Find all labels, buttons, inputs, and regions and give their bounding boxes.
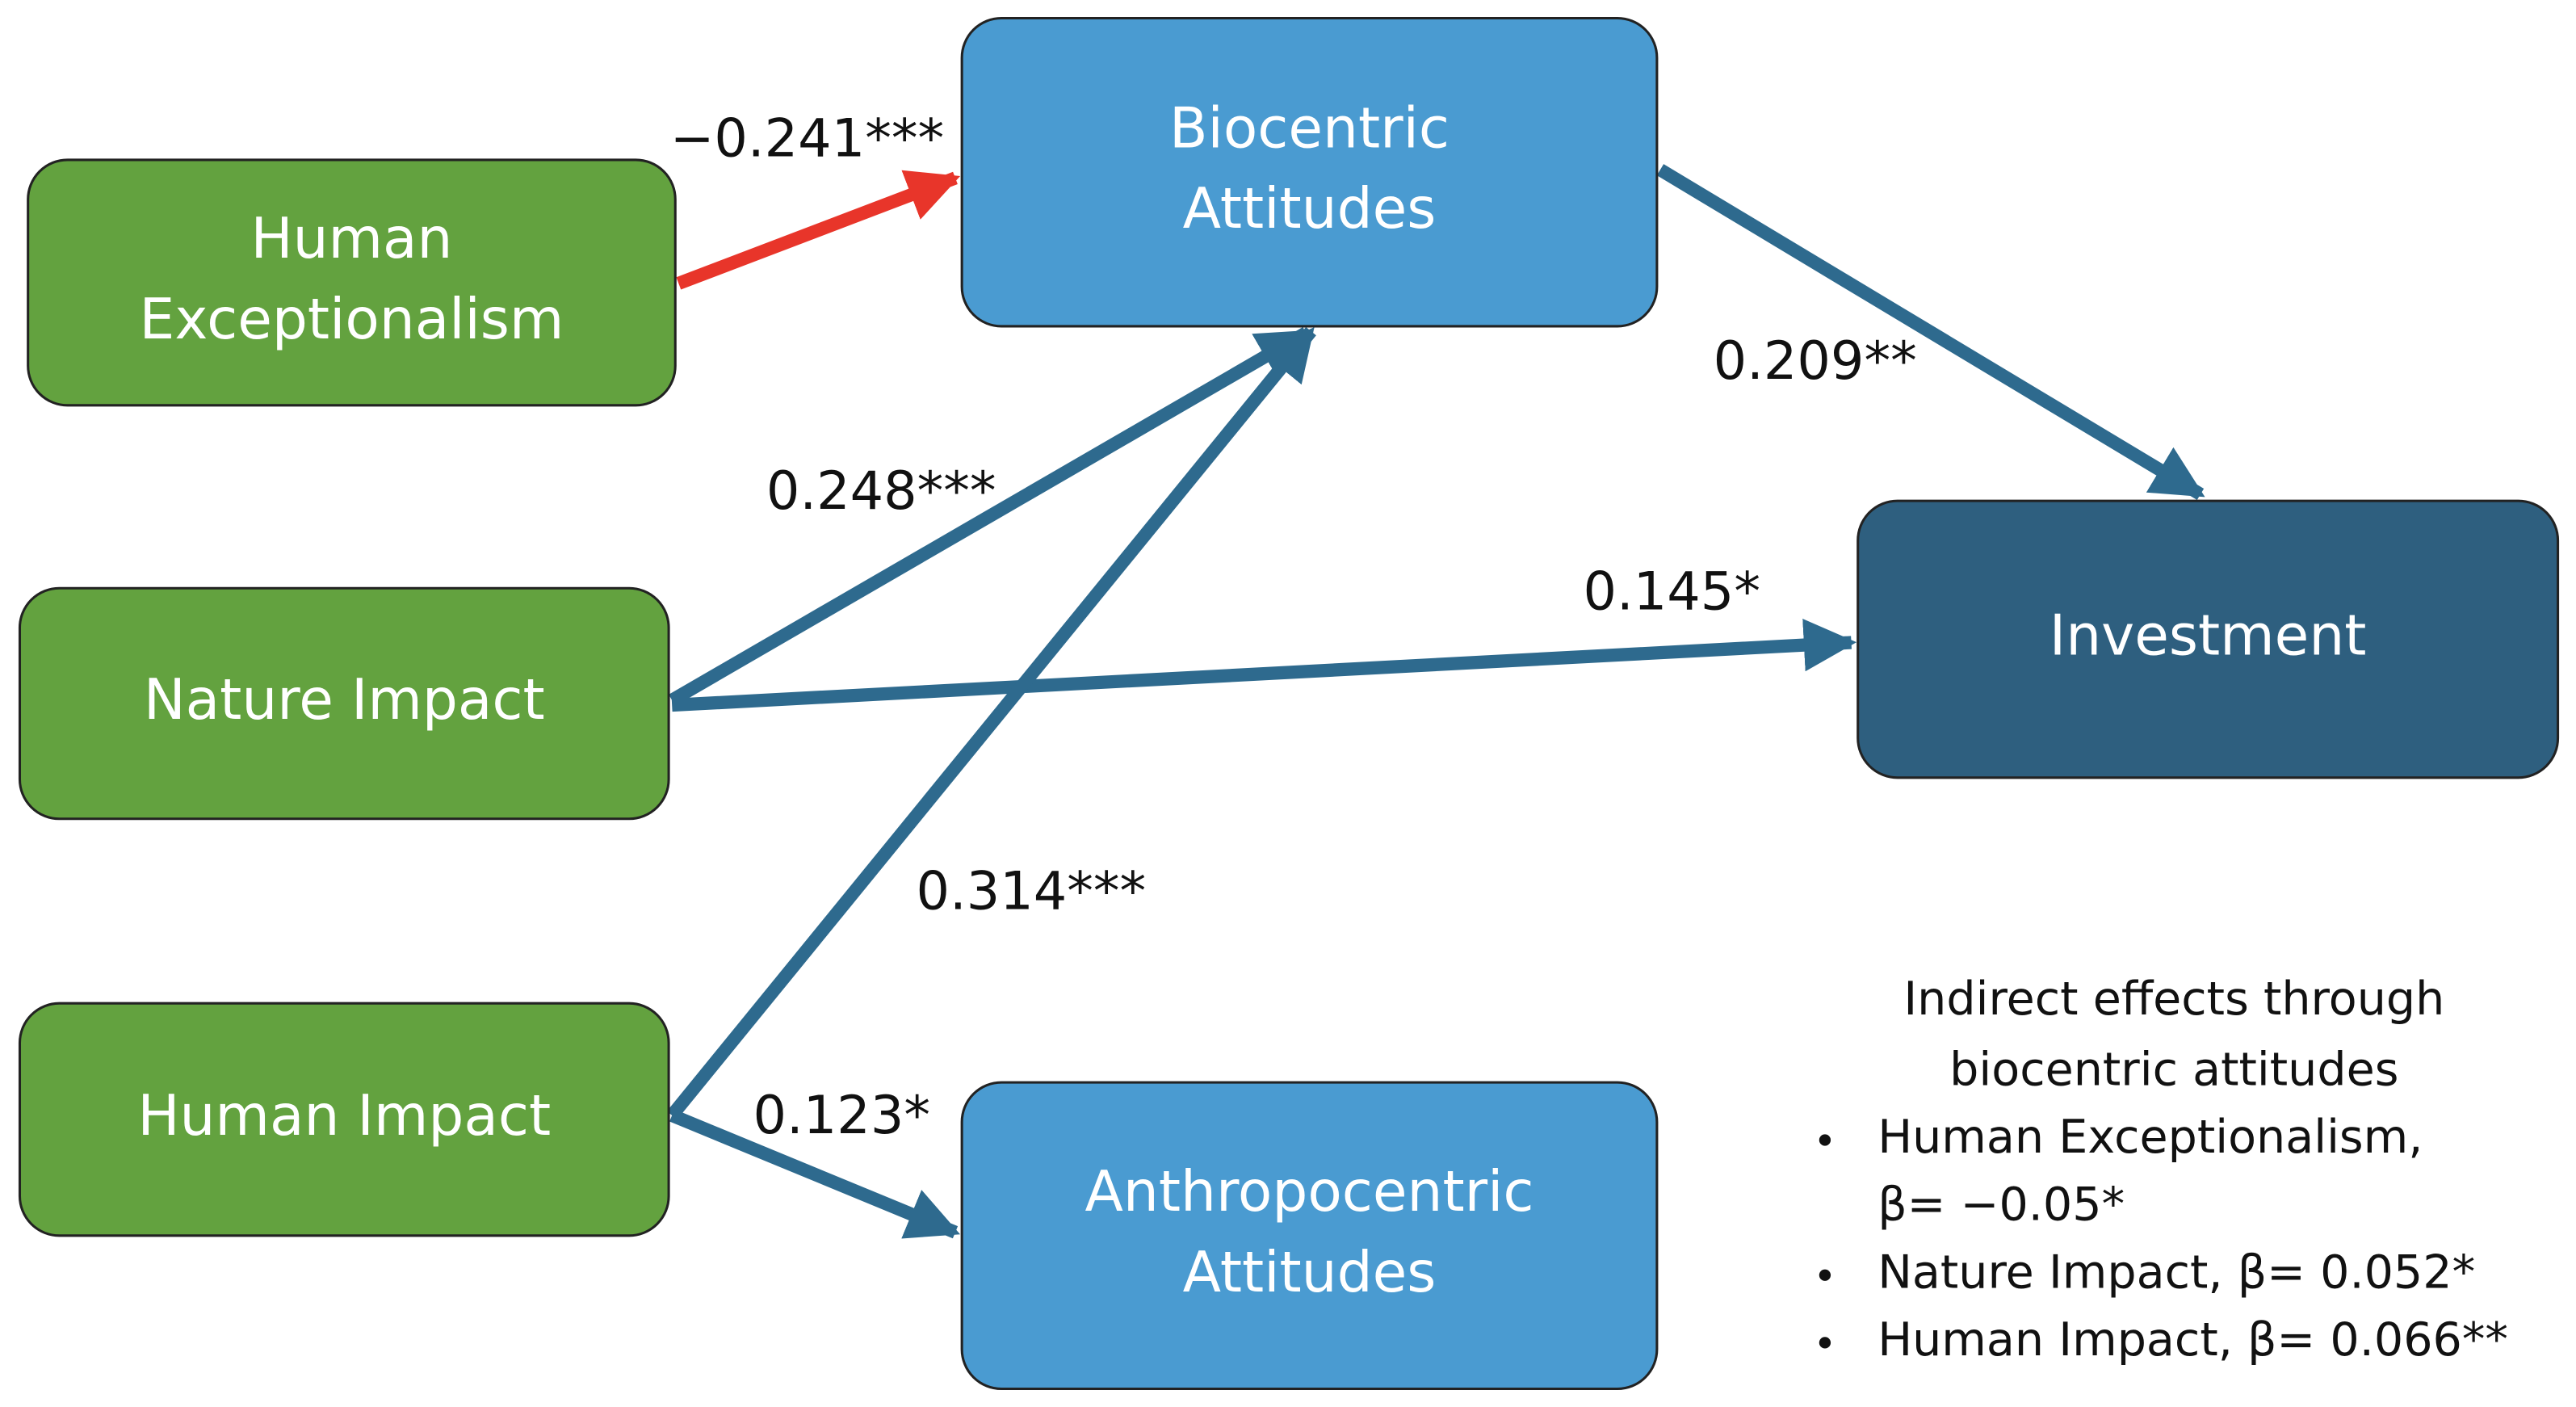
- edge-label: 0.248***: [766, 460, 996, 522]
- node-box: [960, 16, 1659, 328]
- bullet: [1819, 1134, 1831, 1146]
- note-item: Nature Impact, β= 0.052*: [1877, 1245, 2475, 1299]
- node-label: Exceptionalism: [140, 288, 564, 352]
- edge-label: 0.145*: [1584, 561, 1760, 622]
- node-label: Attitudes: [1183, 1241, 1437, 1305]
- edge-arrow: [1656, 164, 2205, 500]
- bullet: [1819, 1337, 1831, 1349]
- node-box: [960, 1081, 1659, 1391]
- note-item: β= −0.05*: [1877, 1178, 2125, 1232]
- node-label: Human Impact: [137, 1084, 551, 1149]
- note-title: Indirect effects through: [1903, 972, 2444, 1026]
- note-item: Human Impact, β= 0.066**: [1877, 1313, 2508, 1367]
- edge-label: 0.123*: [753, 1085, 930, 1146]
- node-box: [18, 1002, 670, 1237]
- note-title: biocentric attitudes: [1949, 1044, 2398, 1097]
- node-label: Biocentric: [1169, 96, 1450, 161]
- node-box: [18, 586, 670, 821]
- edge-arrow: [676, 170, 961, 290]
- node-label: Attitudes: [1183, 177, 1437, 242]
- node-box: [1856, 499, 2560, 779]
- edge-arrow: [669, 327, 1311, 706]
- bullet: [1819, 1269, 1831, 1281]
- note-item: Human Exceptionalism,: [1877, 1111, 2423, 1164]
- edge-arrow: [671, 619, 1857, 712]
- edge-label: 0.314***: [916, 861, 1146, 922]
- node-label: Investment: [2049, 603, 2367, 668]
- node-label: Anthropocentric: [1085, 1160, 1533, 1224]
- edge-label: 0.209**: [1714, 330, 1917, 392]
- edge-label: −0.241***: [670, 108, 944, 170]
- node-label: Nature Impact: [144, 668, 545, 733]
- edge-arrow: [666, 326, 1316, 1120]
- node-box: [27, 158, 677, 407]
- edge-arrow: [669, 1109, 961, 1239]
- node-label: Human: [250, 207, 452, 271]
